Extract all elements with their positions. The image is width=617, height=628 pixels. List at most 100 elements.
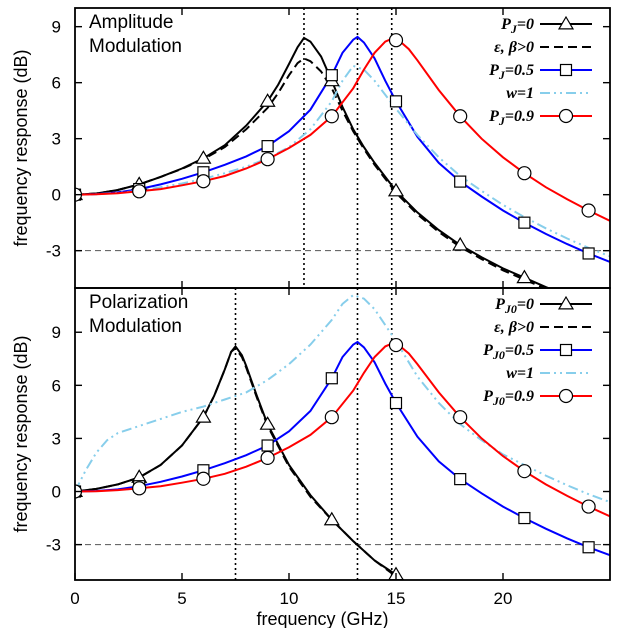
legend-entry-1: PJ0=0: [494, 295, 592, 316]
marker-5-2: [132, 184, 147, 199]
x-tick-label: 10: [280, 589, 299, 608]
legend-entry-2: ε, β>0: [494, 39, 592, 56]
legend: PJ0=0 ε, β>0 PJ0=0.5 w=1 PJ0=0.9: [482, 295, 592, 408]
legend-entry-2: ε, β>0: [494, 319, 592, 336]
marker-5-5: [324, 109, 339, 124]
marker-3-6: [389, 95, 403, 108]
y-tick-label: 6: [52, 74, 61, 93]
marker-2-4: [259, 416, 276, 430]
marker-3-5: [325, 372, 338, 385]
series-group: [75, 33, 610, 288]
marker-1-4: [259, 93, 276, 107]
marker-3-7: [454, 175, 467, 188]
legend-entry-1: PJ=0: [500, 15, 592, 36]
legend-marker: [558, 108, 574, 124]
legend-label: PJ0=0: [494, 296, 534, 316]
legend-entry-5: PJ=0.9: [488, 108, 592, 128]
legend-label: PJ=0.5: [488, 62, 534, 82]
panel-title-line-1: Polarization: [89, 292, 188, 313]
plot-frame: [74, 287, 611, 581]
marker-3-9: [582, 247, 595, 260]
legend-label: w=1: [506, 85, 534, 102]
marker-5-5: [324, 410, 339, 425]
legend-entry-3: PJ0=0.5: [482, 342, 592, 362]
x-axis-title: frequency (GHz): [256, 609, 388, 628]
marker-5-8: [517, 166, 532, 181]
marker-3-8: [518, 216, 531, 229]
y-axis-title: frequency response (dB): [11, 49, 31, 246]
y-tick-label: 3: [52, 429, 61, 448]
marker-3-7: [454, 473, 467, 486]
series-line-2: [75, 344, 405, 580]
y-axis-title: frequency response (dB): [11, 335, 31, 532]
marker-1-6: [387, 182, 405, 197]
x-tick-label: 5: [177, 589, 186, 608]
panel-title-line-2: Modulation: [89, 36, 182, 57]
y-tick-label: -3: [46, 536, 61, 555]
marker-5-6: [388, 33, 404, 48]
x-tick-label: 0: [70, 589, 79, 608]
marker-1-3: [195, 150, 212, 164]
marker-3-4: [261, 439, 274, 452]
marker-3-5: [325, 69, 338, 82]
marker-5-7: [453, 410, 468, 425]
marker-2-5: [323, 511, 340, 526]
series-line-5: [75, 37, 610, 222]
marker-5-7: [453, 109, 468, 124]
x-tick-label: 15: [387, 589, 406, 608]
marker-5-8: [517, 464, 532, 479]
series-line-1: [75, 346, 403, 580]
y-tick-label: 9: [52, 323, 61, 342]
legend: PJ=0 ε, β>0 PJ=0.5 w=1 PJ=0.9: [488, 15, 592, 128]
legend-marker: [559, 63, 573, 77]
marker-3-8: [518, 511, 531, 525]
legend-label: w=1: [506, 365, 534, 382]
marker-3-9: [582, 541, 595, 554]
marker-5-9: [581, 203, 596, 218]
y-tick-label: 0: [52, 483, 61, 502]
series-line-4: [75, 64, 610, 258]
legend-label: PJ0=0.5: [482, 342, 534, 362]
y-tick-label: 9: [52, 18, 61, 37]
legend-marker: [557, 15, 575, 30]
legend-marker: [559, 343, 573, 357]
series-line-3: [75, 35, 610, 263]
legend-marker: [558, 388, 574, 404]
marker-5-2: [132, 481, 147, 496]
legend-entry-4: w=1: [506, 85, 592, 102]
series-line-5: [75, 342, 610, 518]
marker-3-4: [261, 140, 274, 153]
panel-title-line-2: Modulation: [89, 316, 182, 337]
panel-title-line-1: Amplitude: [89, 12, 174, 33]
legend-label: PJ=0.9: [488, 108, 534, 128]
marker-1-8: [516, 269, 533, 284]
marker-5-4: [260, 450, 275, 465]
marker-1-7: [452, 236, 469, 251]
legend-marker: [557, 295, 575, 310]
marker-5-3: [196, 471, 211, 486]
y-tick-label: 0: [52, 186, 61, 205]
x-tick-label: 20: [494, 589, 513, 608]
y-tick-label: 3: [52, 130, 61, 149]
series-line-4: [75, 293, 610, 504]
marker-5-6: [388, 337, 404, 353]
legend-label: PJ=0: [500, 16, 534, 36]
legend-label: PJ0=0.9: [482, 388, 534, 408]
y-tick-label: -3: [46, 242, 61, 261]
marker-3-6: [389, 396, 403, 410]
panel-1: -3 0 3 6 9 frequency response (dB) Amplitude Mo…: [11, 7, 611, 289]
panel-2: -3 0 3 6 9 0 5 10 15 20 frequency response (dB) fre…: [11, 287, 611, 628]
marker-5-9: [581, 499, 596, 514]
legend-entry-4: w=1: [506, 365, 592, 382]
series-group: [75, 293, 610, 580]
marker-5-3: [196, 174, 211, 189]
legend-label: ε, β>0: [494, 319, 534, 336]
legend-entry-5: PJ0=0.9: [482, 388, 592, 408]
legend-label: ε, β>0: [494, 39, 534, 56]
legend-entry-3: PJ=0.5: [488, 62, 592, 82]
marker-5-4: [260, 152, 275, 167]
marker-2-3: [195, 409, 212, 423]
y-tick-label: 6: [52, 376, 61, 395]
series-line-3: [75, 340, 610, 557]
